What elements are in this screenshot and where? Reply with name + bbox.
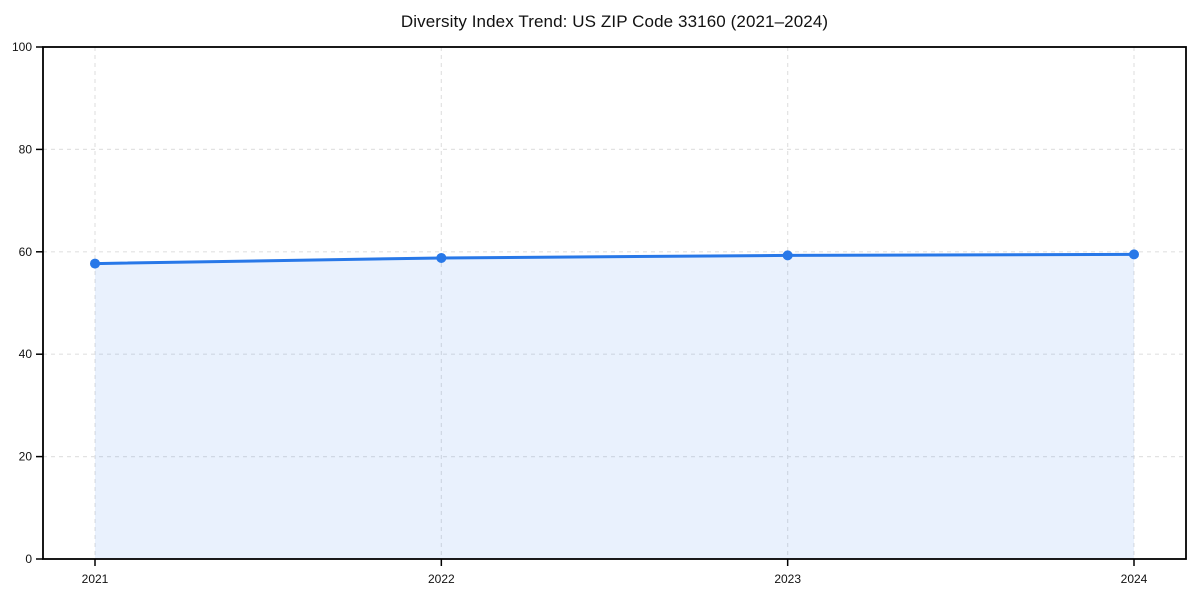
y-tick-label: 20 <box>19 450 33 464</box>
y-tick-label: 40 <box>19 347 33 361</box>
x-tick-label: 2022 <box>428 572 455 586</box>
y-tick-label: 80 <box>19 142 33 156</box>
y-tick-label: 100 <box>12 40 32 54</box>
x-tick-label: 2023 <box>774 572 801 586</box>
trend-line <box>93 252 1136 266</box>
chart-title: Diversity Index Trend: US ZIP Code 33160… <box>400 12 829 31</box>
area-fill <box>95 254 1134 560</box>
x-tick-label: 2021 <box>82 572 109 586</box>
y-tick-label: 60 <box>19 245 33 259</box>
plot-border <box>42 46 1187 560</box>
data-point[interactable] <box>782 250 793 261</box>
y-tick-label: 0 <box>25 552 32 566</box>
x-tick-label: 2024 <box>1121 572 1148 586</box>
data-point[interactable] <box>1129 249 1139 260</box>
data-point[interactable] <box>436 252 447 263</box>
data-point[interactable] <box>90 258 100 269</box>
